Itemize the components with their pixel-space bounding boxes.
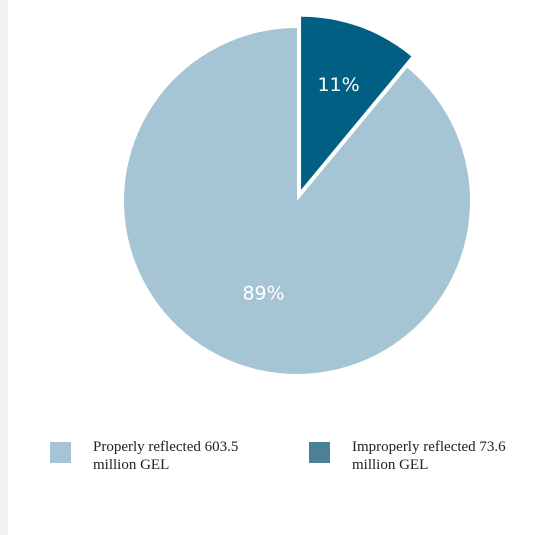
pie-slice-properly-reflected bbox=[123, 28, 470, 374]
legend-label-properly-reflected: Properly reflected 603.5 million GEL bbox=[93, 439, 239, 473]
legend: Properly reflected 603.5 million GEL Imp… bbox=[0, 438, 553, 498]
legend-swatch-improperly-reflected bbox=[309, 442, 330, 463]
legend-item-properly-reflected: Properly reflected 603.5 million GEL bbox=[50, 438, 273, 474]
legend-item-improperly-reflected: Improperly reflected 73.6 million GEL bbox=[309, 438, 552, 474]
left-border-strip bbox=[0, 0, 8, 535]
legend-label-improperly-reflected: Improperly reflected 73.6 million GEL bbox=[352, 439, 506, 473]
legend-swatch-properly-reflected bbox=[50, 442, 71, 463]
pie-slice-label-improperly-reflected: 11% bbox=[317, 74, 359, 96]
pie-chart: 11% 89% bbox=[123, 16, 470, 374]
pie-slice-improperly-reflected bbox=[301, 16, 412, 190]
pie-slice-label-properly-reflected: 89% bbox=[242, 282, 284, 304]
